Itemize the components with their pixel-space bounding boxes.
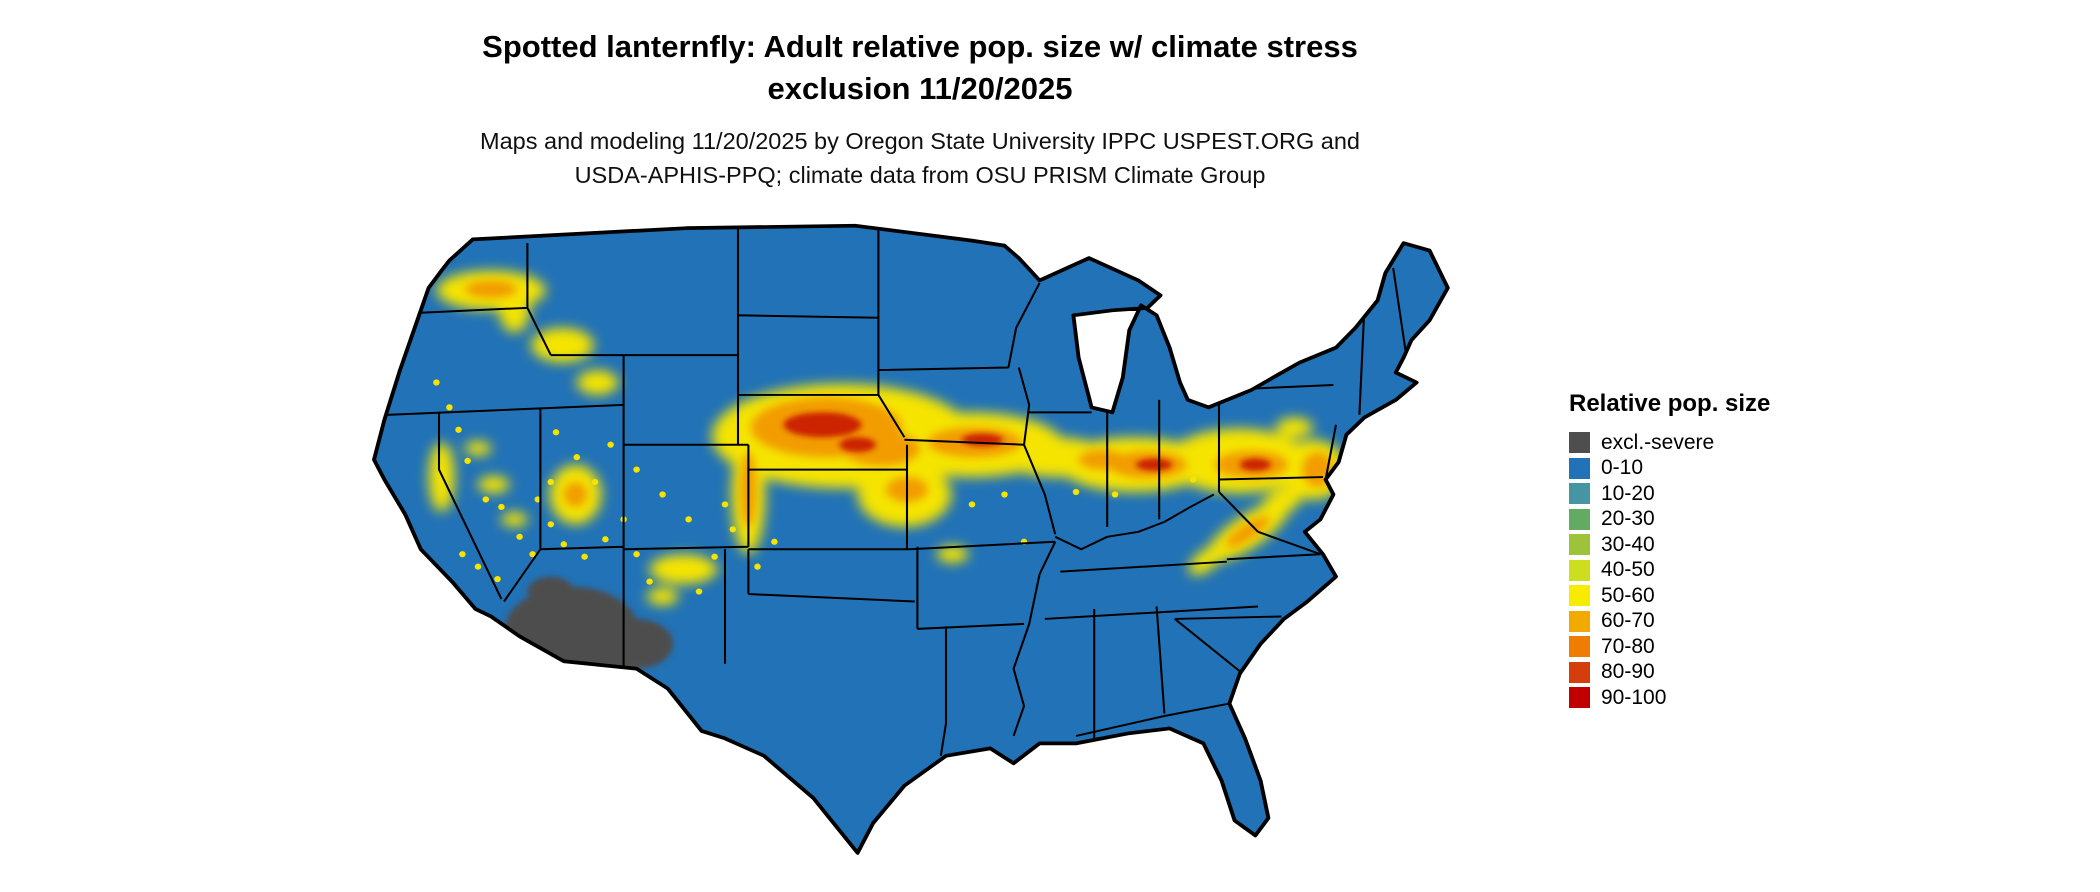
us-outline	[372, 223, 1450, 855]
map-subtitle: Maps and modeling 11/20/2025 by Oregon S…	[0, 124, 1840, 192]
legend-swatch	[1569, 432, 1590, 454]
legend-swatch	[1569, 610, 1590, 632]
legend-item-40-50: 40-50	[1569, 558, 1770, 584]
legend-item-10-20: 10-20	[1569, 481, 1770, 507]
legend-label: excl.-severe	[1601, 430, 1715, 454]
legend-label: 20-30	[1601, 507, 1655, 531]
legend-swatch	[1569, 457, 1590, 479]
hotspots-orange	[465, 280, 1334, 548]
legend-swatch	[1569, 636, 1590, 658]
us-map	[372, 223, 1450, 855]
map-subtitle-line2: USDA-APHIS-PPQ; climate data from OSU PR…	[574, 162, 1266, 188]
legend-swatch	[1569, 687, 1590, 709]
legend-label: 70-80	[1601, 634, 1655, 658]
legend-label: 0-10	[1601, 456, 1644, 480]
legend-item-excl-severe: excl.-severe	[1569, 430, 1770, 456]
hotspots-red	[783, 412, 1271, 471]
legend-label: 50-60	[1601, 583, 1655, 607]
legend: Relative pop. size excl.-severe 0-10 10-…	[1569, 390, 1770, 711]
legend-item-20-30: 20-30	[1569, 507, 1770, 533]
legend-label: 40-50	[1601, 558, 1655, 582]
us-map-container	[296, 212, 1544, 884]
legend-label: 30-40	[1601, 532, 1655, 556]
legend-item-70-80: 70-80	[1569, 634, 1770, 660]
legend-swatch	[1569, 534, 1590, 556]
legend-swatch	[1569, 585, 1590, 607]
legend-swatch	[1569, 559, 1590, 581]
legend-item-30-40: 30-40	[1569, 532, 1770, 558]
legend-item-50-60: 50-60	[1569, 583, 1770, 609]
state-borders	[386, 225, 1408, 756]
map-header: Spotted lanternfly: Adult relative pop. …	[0, 26, 1840, 192]
legend-item-80-90: 80-90	[1569, 660, 1770, 686]
legend-item-0-10: 0-10	[1569, 456, 1770, 482]
legend-item-90-100: 90-100	[1569, 685, 1770, 711]
map-title-line2: exclusion 11/20/2025	[767, 71, 1073, 106]
legend-title: Relative pop. size	[1569, 390, 1771, 417]
us-base-fill	[374, 225, 1448, 853]
map-title-line1: Spotted lanternfly: Adult relative pop. …	[482, 29, 1358, 64]
legend-label: 80-90	[1601, 660, 1655, 684]
map-subtitle-line1: Maps and modeling 11/20/2025 by Oregon S…	[480, 128, 1360, 154]
legend-items: excl.-severe 0-10 10-20 20-30 30-40 40-5…	[1569, 430, 1770, 711]
legend-swatch	[1569, 483, 1590, 505]
legend-label: 60-70	[1601, 609, 1655, 633]
legend-label: 90-100	[1601, 685, 1667, 709]
legend-swatch	[1569, 508, 1590, 530]
legend-swatch	[1569, 661, 1590, 683]
legend-item-60-70: 60-70	[1569, 609, 1770, 635]
legend-label: 10-20	[1601, 481, 1655, 505]
